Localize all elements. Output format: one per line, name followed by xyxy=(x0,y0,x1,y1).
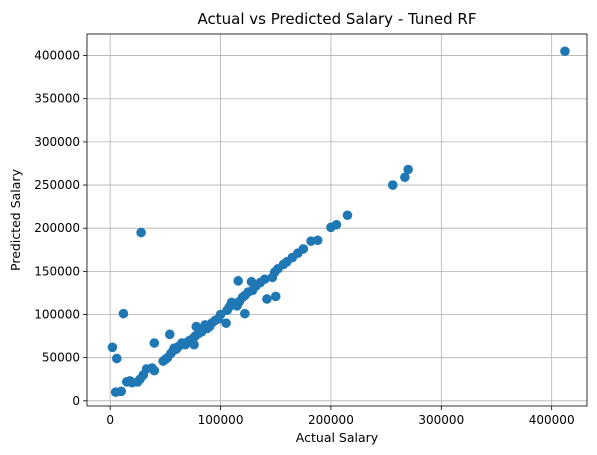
data-point xyxy=(306,236,316,246)
y-axis-label: Predicted Salary xyxy=(8,168,23,271)
data-point xyxy=(158,356,168,366)
data-point xyxy=(560,46,570,57)
plot-frame xyxy=(86,33,588,407)
data-point xyxy=(118,308,129,319)
data-point xyxy=(191,321,202,332)
x-tick-label: 100000 xyxy=(198,413,244,427)
data-point xyxy=(112,353,122,364)
data-points xyxy=(107,46,570,397)
data-point xyxy=(221,318,231,328)
data-point xyxy=(270,291,281,302)
x-tick-label: 200000 xyxy=(308,413,354,427)
data-point xyxy=(164,329,175,340)
y-tick-label: 400000 xyxy=(34,49,80,63)
y-tick-label: 350000 xyxy=(34,92,80,106)
data-point xyxy=(110,387,121,397)
grid-lines xyxy=(87,34,587,406)
y-tick-label: 100000 xyxy=(34,308,80,322)
y-tick-label: 0 xyxy=(72,394,80,408)
data-point xyxy=(326,222,336,233)
x-tick-label: 300000 xyxy=(418,413,464,427)
chart-title: Actual vs Predicted Salary - Tuned RF xyxy=(198,10,477,28)
x-axis-ticks: 0 100000 200000 300000 400000 xyxy=(106,406,575,427)
y-axis-ticks: 0 50000 100000 150000 200000 250000 300000 3500… xyxy=(34,49,87,408)
data-point xyxy=(233,276,244,286)
data-point xyxy=(107,342,118,353)
y-tick-label: 150000 xyxy=(34,264,80,278)
data-point xyxy=(240,308,250,319)
data-point xyxy=(403,164,413,175)
data-point xyxy=(121,377,132,387)
data-point xyxy=(342,210,353,221)
y-tick-label: 50000 xyxy=(42,351,80,365)
y-tick-label: 250000 xyxy=(34,178,80,192)
data-point xyxy=(400,172,410,183)
data-point xyxy=(149,338,160,348)
data-point xyxy=(262,294,272,304)
x-tick-label: 400000 xyxy=(529,413,575,427)
data-point xyxy=(136,227,146,238)
x-axis-label: Actual Salary xyxy=(296,430,379,445)
data-point xyxy=(387,180,398,190)
y-tick-label: 300000 xyxy=(34,135,80,149)
x-tick-label: 0 xyxy=(106,413,114,427)
y-tick-label: 200000 xyxy=(34,221,80,235)
data-point xyxy=(246,276,257,287)
data-point xyxy=(267,272,278,283)
data-point xyxy=(168,345,178,356)
